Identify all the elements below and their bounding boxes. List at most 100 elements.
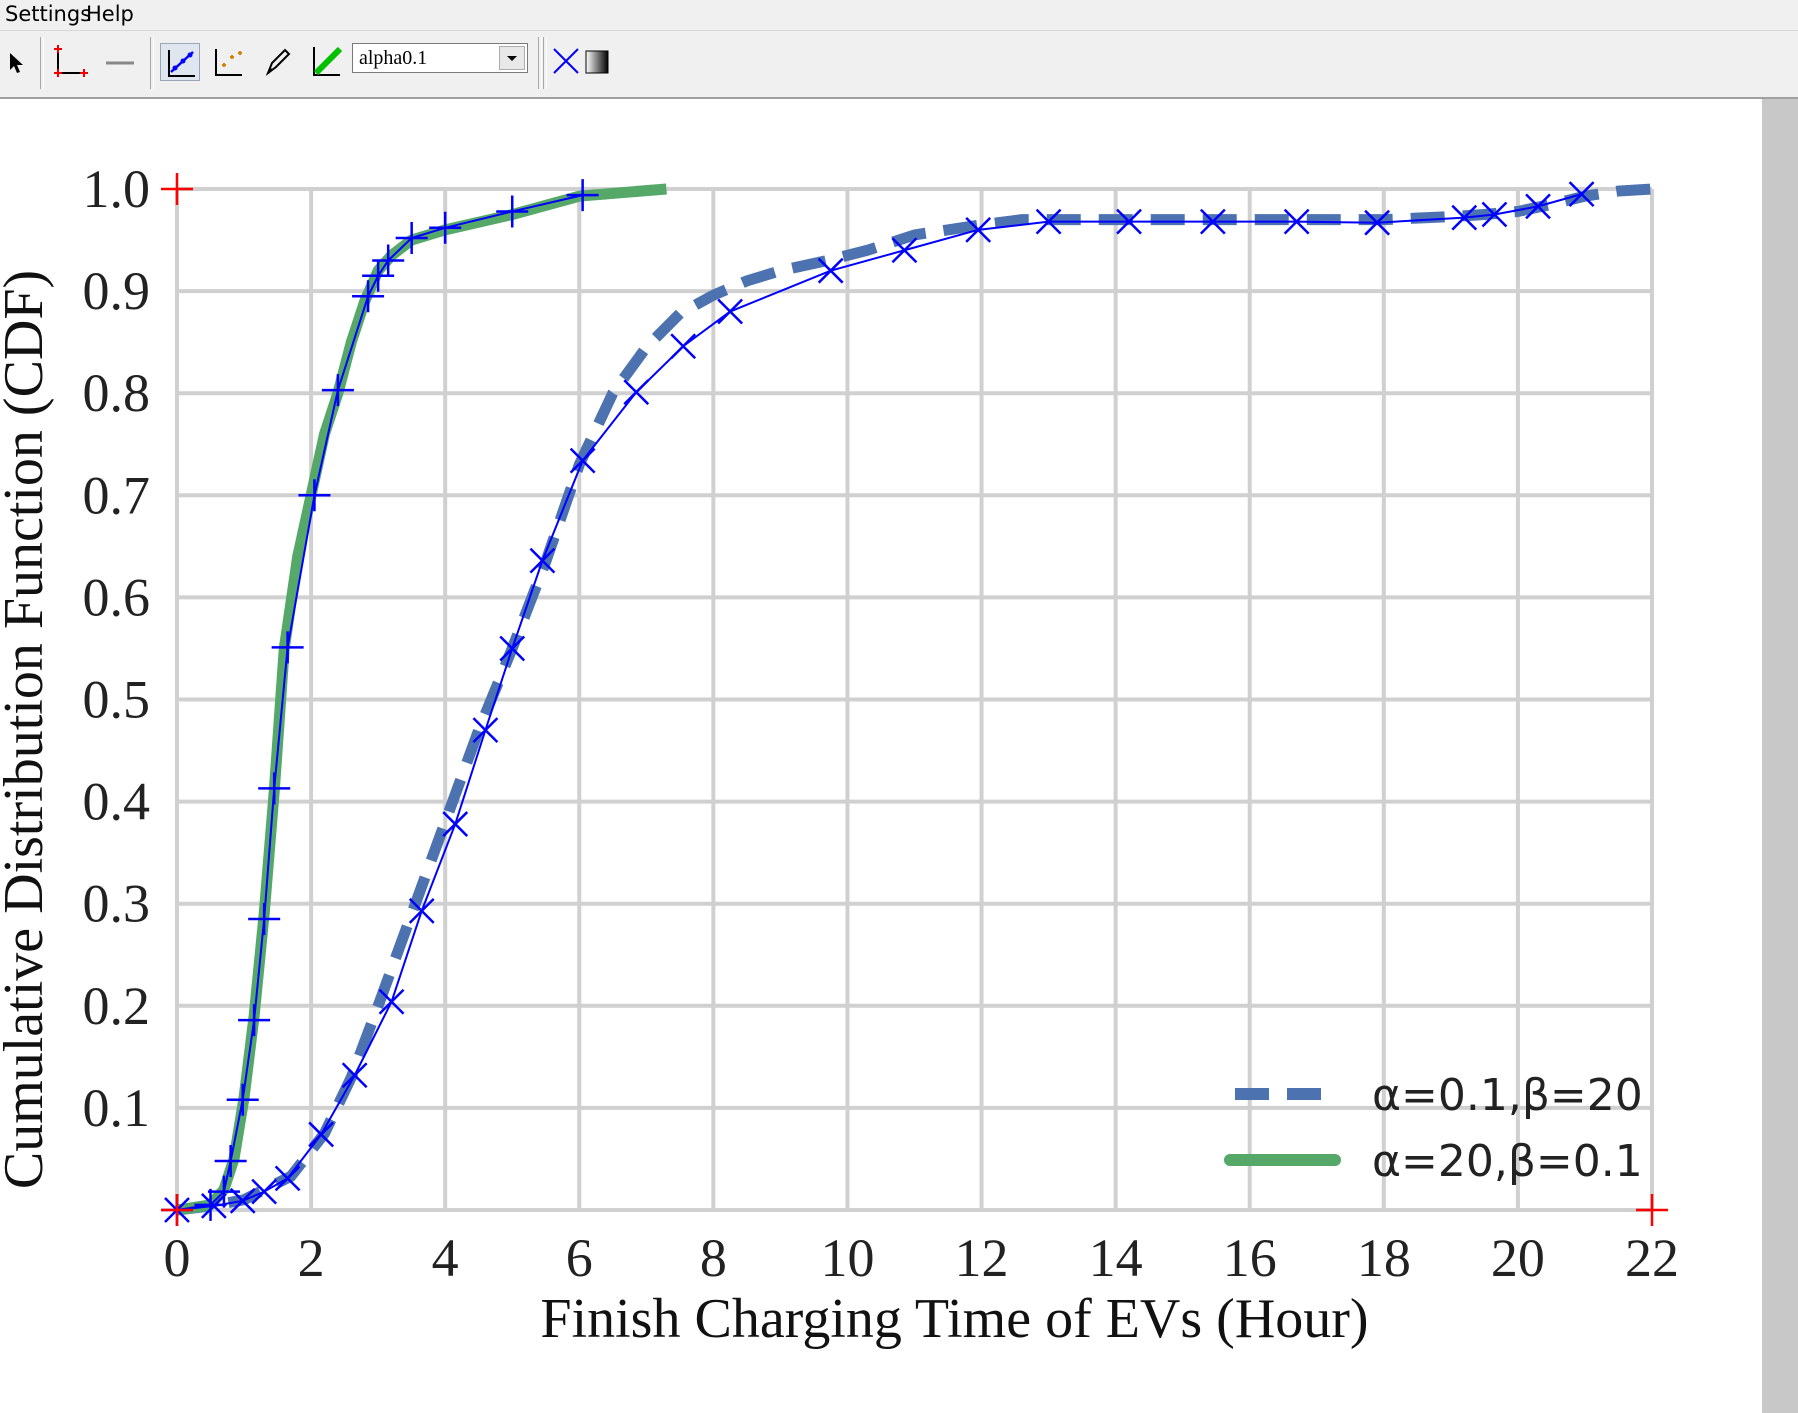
x-tick-label: 14 — [1089, 1228, 1143, 1288]
series-2-marker — [194, 1188, 227, 1221]
x-tick-label: 2 — [298, 1228, 325, 1288]
series-2-marker — [496, 195, 529, 228]
line-icon[interactable] — [100, 43, 140, 81]
series-1-marker — [1283, 208, 1310, 235]
series-1-marker — [891, 237, 918, 264]
x-tick-label: 22 — [1625, 1228, 1679, 1288]
series-2-marker — [248, 903, 281, 936]
series-2-marker — [429, 211, 462, 244]
points-icon[interactable] — [208, 43, 248, 81]
series-1-marker — [341, 1062, 368, 1089]
toolbar-separator — [40, 37, 44, 89]
series-2-marker — [214, 1144, 247, 1177]
series-1-marker — [529, 547, 556, 574]
toolbar-separator — [543, 37, 547, 89]
calibration-point-marker — [161, 1194, 193, 1226]
y-tick-label: 0.2 — [83, 976, 151, 1036]
legend-label-2: α=20,β=0.1 — [1372, 1136, 1643, 1187]
menu-bar: Settings Help — [0, 0, 1798, 31]
series-2-marker — [566, 179, 599, 212]
delete-point-icon[interactable] — [548, 43, 588, 81]
gradient-icon[interactable] — [580, 43, 620, 81]
line-fit-icon[interactable] — [306, 43, 346, 81]
x-tick-label: 16 — [1223, 1228, 1277, 1288]
x-tick-label: 20 — [1491, 1228, 1545, 1288]
series-2-marker — [372, 244, 405, 277]
dataset-icon[interactable] — [160, 43, 200, 81]
x-tick-label: 18 — [1357, 1228, 1411, 1288]
x-tick-label: 6 — [566, 1228, 593, 1288]
axis-calibration-points — [161, 173, 1668, 1226]
series-1-marker — [1116, 208, 1142, 235]
chevron-down-icon[interactable] — [499, 46, 525, 70]
series-2-line — [176, 183, 667, 1216]
series-1-marker — [1364, 209, 1390, 236]
series-1-marker — [1451, 204, 1478, 231]
series-1-digitized-curve — [176, 193, 1582, 1211]
series-1-marker — [569, 447, 596, 474]
series-2-marker — [207, 1175, 240, 1208]
series-2-marker — [395, 222, 428, 255]
digitizer-canvas[interactable]: 0 2 4 6 8 10 12 14 16 18 20 22 0.1 0.2 0.3 0.4 0.5 0.6 0.7… — [0, 99, 1762, 1413]
x-tick-label: 0 — [164, 1228, 191, 1288]
series-1-marker — [308, 1121, 335, 1148]
calibration-point-marker — [161, 173, 193, 205]
pen-icon[interactable] — [258, 43, 298, 81]
y-tick-label: 0.9 — [83, 261, 151, 321]
series-2-marker — [352, 280, 385, 313]
chart-grid — [175, 187, 1654, 1212]
series-2-marker — [258, 772, 291, 805]
series-1-marker — [817, 257, 844, 284]
series-1-marker — [1525, 193, 1551, 220]
y-tick-label: 0.4 — [83, 772, 151, 832]
series-2-digitized-curve — [176, 194, 583, 1211]
menu-help[interactable]: Help — [86, 2, 134, 26]
tick-labels: 0 2 4 6 8 10 12 14 16 18 20 22 0.1 0.2 0.3 0.4 0.5 0.6 0.7… — [83, 159, 1680, 1288]
series-1-marker — [408, 897, 435, 924]
y-tick-label: 0.3 — [83, 874, 151, 934]
calibration-point-marker — [1636, 1194, 1668, 1226]
x-tick-label: 8 — [700, 1228, 727, 1288]
x-tick-label: 12 — [955, 1228, 1009, 1288]
series-1-marker — [1568, 181, 1595, 207]
series-1-line — [176, 183, 1653, 1216]
series-2-marker — [298, 479, 331, 512]
digitized-markers — [161, 179, 1595, 1226]
toolbar-separator — [538, 37, 542, 89]
dataset-select[interactable]: alpha0.1 — [352, 43, 528, 73]
legend: α=0.1,β=20 α=20,β=0.1 — [1224, 1070, 1643, 1187]
y-tick-label: 0.8 — [83, 363, 151, 423]
series-1-marker — [1199, 208, 1226, 235]
y-tick-label: 1.0 — [83, 159, 151, 219]
dataset-select-value: alpha0.1 — [359, 47, 428, 69]
pointer-icon[interactable] — [0, 43, 40, 81]
y-tick-label: 0.7 — [83, 465, 151, 525]
series-1-marker — [1035, 208, 1062, 235]
y-tick-label: 0.5 — [83, 670, 151, 730]
x-axis-title: Finish Charging Time of EVs (Hour) — [540, 1288, 1368, 1350]
axes-icon[interactable] — [50, 43, 90, 81]
series-1-marker — [378, 988, 405, 1015]
x-tick-label: 10 — [820, 1228, 874, 1288]
menu-settings[interactable]: Settings — [5, 2, 92, 26]
toolbar: alpha0.1 — [0, 31, 1798, 99]
series-1-marker — [499, 635, 526, 662]
series-1-marker — [274, 1165, 301, 1192]
series-1-marker — [442, 811, 469, 837]
y-axis-title: Cumulative Distribution Function (CDF) — [0, 270, 55, 1189]
y-tick-label: 0.1 — [83, 1078, 151, 1138]
vertical-scrollbar[interactable] — [1762, 99, 1798, 1413]
series-1-marker — [670, 333, 697, 360]
y-tick-label: 0.6 — [83, 567, 151, 627]
x-tick-label: 4 — [432, 1228, 459, 1288]
legend-label-1: α=0.1,β=20 — [1372, 1070, 1643, 1121]
series-2-marker — [226, 1083, 259, 1116]
series-1-marker — [717, 298, 744, 325]
series-1-marker — [1481, 201, 1508, 228]
series-1-marker — [251, 1178, 278, 1205]
series-1-marker — [472, 717, 499, 744]
series-2-marker — [321, 374, 354, 407]
series-2-marker — [271, 631, 304, 664]
cdf-chart: 0 2 4 6 8 10 12 14 16 18 20 22 0.1 0.2 0.3 0.4 0.5 0.6 0.7… — [0, 159, 1680, 1350]
series-2-marker — [238, 1004, 271, 1037]
